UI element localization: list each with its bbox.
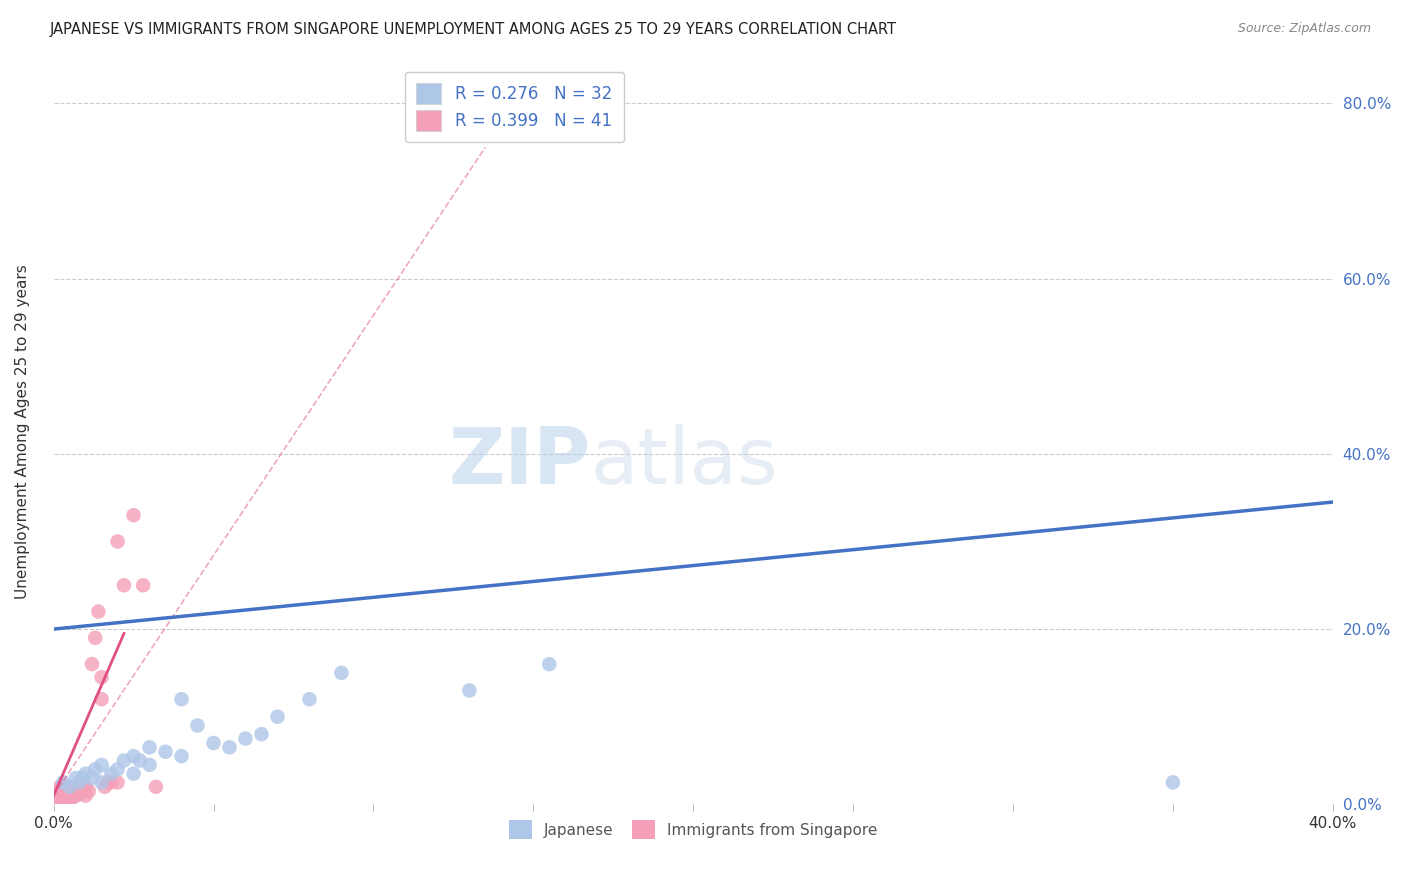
Point	[112, 578, 135, 592]
Point	[59, 780, 82, 794]
Point	[122, 749, 145, 764]
Point	[132, 578, 155, 592]
Point	[49, 789, 72, 803]
Point	[84, 631, 107, 645]
Point	[75, 789, 97, 803]
Point	[52, 789, 75, 803]
Point	[1161, 775, 1184, 789]
Text: Source: ZipAtlas.com: Source: ZipAtlas.com	[1237, 22, 1371, 36]
Point	[52, 784, 75, 798]
Point	[298, 692, 321, 706]
Point	[84, 762, 107, 776]
Point	[67, 780, 90, 794]
Point	[62, 784, 84, 798]
Point	[112, 754, 135, 768]
Legend: Japanese, Immigrants from Singapore: Japanese, Immigrants from Singapore	[503, 814, 883, 845]
Point	[170, 692, 193, 706]
Point	[72, 784, 94, 798]
Point	[250, 727, 273, 741]
Point	[52, 793, 75, 807]
Point	[202, 736, 225, 750]
Point	[59, 789, 82, 803]
Point	[235, 731, 257, 746]
Point	[170, 749, 193, 764]
Point	[52, 775, 75, 789]
Point	[67, 775, 90, 789]
Point	[107, 775, 129, 789]
Point	[45, 784, 67, 798]
Point	[65, 789, 87, 803]
Point	[55, 793, 77, 807]
Point	[538, 657, 561, 672]
Point	[49, 793, 72, 807]
Point	[80, 657, 103, 672]
Point	[129, 754, 152, 768]
Point	[65, 771, 87, 785]
Point	[67, 787, 90, 801]
Point	[94, 780, 117, 794]
Point	[49, 784, 72, 798]
Point	[122, 508, 145, 523]
Text: atlas: atlas	[591, 424, 779, 500]
Point	[77, 784, 100, 798]
Point	[100, 766, 122, 780]
Point	[330, 665, 353, 680]
Point	[62, 790, 84, 805]
Point	[59, 793, 82, 807]
Point	[45, 789, 67, 803]
Point	[52, 780, 75, 794]
Point	[80, 771, 103, 785]
Point	[218, 740, 240, 755]
Point	[75, 780, 97, 794]
Point	[266, 709, 288, 723]
Point	[59, 780, 82, 794]
Point	[90, 670, 112, 684]
Point	[49, 780, 72, 794]
Point	[155, 745, 177, 759]
Point	[138, 757, 160, 772]
Point	[97, 775, 120, 789]
Point	[107, 534, 129, 549]
Point	[107, 762, 129, 776]
Point	[75, 766, 97, 780]
Point	[90, 757, 112, 772]
Text: JAPANESE VS IMMIGRANTS FROM SINGAPORE UNEMPLOYMENT AMONG AGES 25 TO 29 YEARS COR: JAPANESE VS IMMIGRANTS FROM SINGAPORE UN…	[49, 22, 896, 37]
Point	[122, 766, 145, 780]
Point	[138, 740, 160, 755]
Point	[55, 780, 77, 794]
Point	[100, 775, 122, 789]
Point	[145, 780, 167, 794]
Point	[55, 789, 77, 803]
Point	[90, 775, 112, 789]
Point	[87, 605, 110, 619]
Y-axis label: Unemployment Among Ages 25 to 29 years: Unemployment Among Ages 25 to 29 years	[15, 265, 30, 599]
Point	[458, 683, 481, 698]
Point	[90, 692, 112, 706]
Text: ZIP: ZIP	[449, 424, 591, 500]
Point	[45, 793, 67, 807]
Point	[65, 781, 87, 796]
Point	[72, 771, 94, 785]
Point	[186, 718, 208, 732]
